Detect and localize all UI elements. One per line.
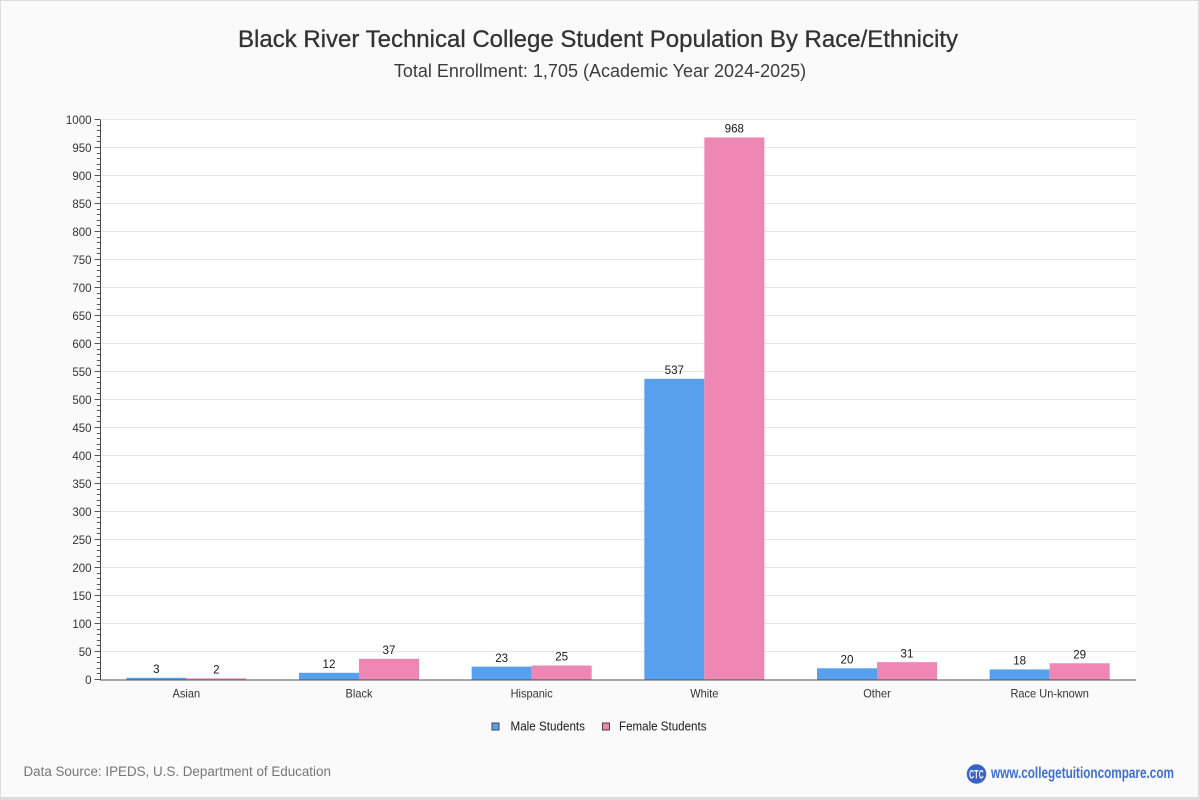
svg-text:2: 2 [213,664,219,677]
svg-text:37: 37 [383,644,396,657]
svg-text:Black: Black [346,688,373,701]
svg-text:3: 3 [153,663,159,676]
svg-text:200: 200 [72,563,91,575]
svg-text:100: 100 [72,619,91,631]
svg-text:350: 350 [72,479,91,491]
svg-text:300: 300 [72,507,91,519]
svg-text:29: 29 [1073,648,1086,661]
svg-text:Male Students: Male Students [511,720,586,734]
svg-text:800: 800 [72,227,91,239]
svg-text:750: 750 [72,255,91,267]
svg-text:650: 650 [72,311,91,323]
svg-text:12: 12 [323,658,336,671]
svg-text:Asian: Asian [173,688,201,701]
svg-text:23: 23 [495,652,508,665]
svg-text:Female Students: Female Students [619,720,707,734]
svg-text:1000: 1000 [66,115,92,127]
svg-text:White: White [690,688,718,701]
svg-text:50: 50 [79,647,92,659]
svg-text:CTC: CTC [969,769,984,783]
svg-text:950: 950 [72,143,91,155]
svg-text:537: 537 [665,364,684,377]
svg-text:600: 600 [72,339,91,351]
svg-text:450: 450 [72,423,91,435]
svg-text:20: 20 [841,654,854,667]
svg-text:0: 0 [85,675,91,687]
svg-text:900: 900 [72,171,91,183]
svg-text:250: 250 [72,535,91,547]
svg-text:400: 400 [72,451,91,463]
svg-text:700: 700 [72,283,91,295]
svg-text:Race Un-known: Race Un-known [1010,688,1088,701]
svg-text:Other: Other [863,688,891,701]
svg-text:968: 968 [725,123,744,136]
svg-text:850: 850 [72,199,91,211]
svg-text:150: 150 [72,591,91,603]
svg-text:Hispanic: Hispanic [511,688,553,701]
svg-text:18: 18 [1013,655,1026,668]
svg-text:500: 500 [72,395,91,407]
svg-text:550: 550 [72,367,91,379]
svg-text:25: 25 [555,651,568,664]
svg-text:31: 31 [901,647,914,660]
